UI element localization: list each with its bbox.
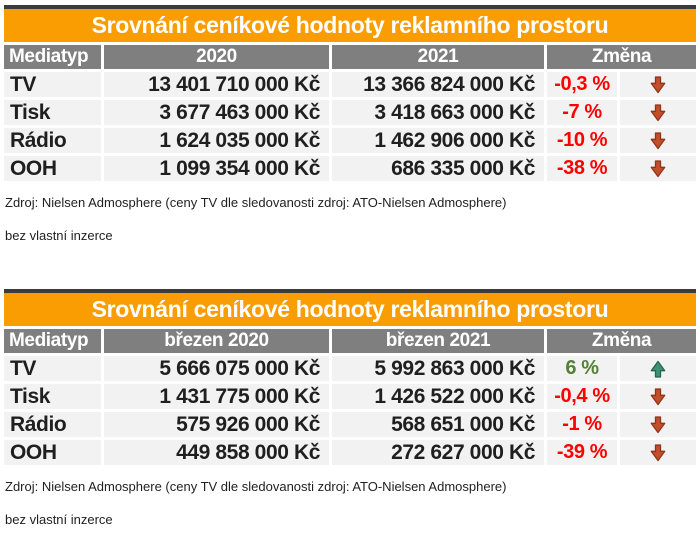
change-arrow-cell [620, 384, 696, 409]
trend-arrow-icon [650, 415, 666, 433]
trend-arrow-icon [650, 131, 666, 149]
mediatype-cell: Rádio [4, 128, 101, 153]
change-percent-cell: -0,4 % [547, 384, 617, 409]
change-percent-cell: -38 % [547, 156, 617, 181]
value-2021-cell: 686 335 000 Kč [332, 156, 544, 181]
value-brezen-2021-cell: 568 651 000 Kč [332, 412, 544, 437]
trend-arrow-icon [650, 103, 666, 121]
value-brezen-2021-cell: 272 627 000 Kč [332, 440, 544, 465]
footnote: bez vlastní inzerce [5, 512, 113, 527]
mediatype-cell: TV [4, 72, 101, 97]
trend-arrow-icon [650, 387, 666, 405]
change-arrow-cell [620, 412, 696, 437]
change-arrow-cell [620, 100, 696, 125]
table-title: Srovnání ceníkové hodnoty reklamního pro… [4, 5, 696, 42]
column-header-zmena: Změna [547, 45, 696, 69]
trend-arrow-icon [650, 360, 666, 378]
value-2020-cell: 1 624 035 000 Kč [104, 128, 329, 153]
value-2020-cell: 13 401 710 000 Kč [104, 72, 329, 97]
change-percent-cell: -10 % [547, 128, 617, 153]
column-header-2021: 2021 [332, 45, 544, 69]
column-header-2020: 2020 [104, 45, 329, 69]
mediatype-cell: TV [4, 356, 101, 381]
change-percent-cell: -7 % [547, 100, 617, 125]
mediatype-cell: Tisk [4, 384, 101, 409]
value-brezen-2020-cell: 5 666 075 000 Kč [104, 356, 329, 381]
change-arrow-cell [620, 356, 696, 381]
yearly-comparison-section: Srovnání ceníkové hodnoty reklamního pro… [4, 5, 696, 243]
mediatype-cell: OOH [4, 156, 101, 181]
change-percent-cell: -0,3 % [547, 72, 617, 97]
column-header-mediatyp: Mediatyp [4, 45, 101, 69]
mediatype-cell: Rádio [4, 412, 101, 437]
change-arrow-cell [620, 72, 696, 97]
column-header-mediatyp: Mediatyp [4, 329, 101, 353]
trend-arrow-icon [650, 159, 666, 177]
change-percent-cell: 6 % [547, 356, 617, 381]
footnote: bez vlastní inzerce [5, 228, 113, 243]
value-2020-cell: 1 099 354 000 Kč [104, 156, 329, 181]
column-header-brezen-2021: březen 2021 [332, 329, 544, 353]
change-percent-cell: -39 % [547, 440, 617, 465]
value-brezen-2021-cell: 1 426 522 000 Kč [332, 384, 544, 409]
value-brezen-2021-cell: 5 992 863 000 Kč [332, 356, 544, 381]
change-arrow-cell [620, 440, 696, 465]
value-2021-cell: 3 418 663 000 Kč [332, 100, 544, 125]
value-2020-cell: 3 677 463 000 Kč [104, 100, 329, 125]
change-arrow-cell [620, 128, 696, 153]
value-brezen-2020-cell: 575 926 000 Kč [104, 412, 329, 437]
mediatype-cell: Tisk [4, 100, 101, 125]
march-comparison-section: Srovnání ceníkové hodnoty reklamního pro… [4, 289, 696, 527]
value-brezen-2020-cell: 449 858 000 Kč [104, 440, 329, 465]
trend-arrow-icon [650, 443, 666, 461]
comparison-table: Mediatyp 2020 2021 Změna TV 13 401 710 0… [4, 45, 696, 181]
table-title: Srovnání ceníkové hodnoty reklamního pro… [4, 289, 696, 326]
value-2021-cell: 1 462 906 000 Kč [332, 128, 544, 153]
trend-arrow-icon [650, 75, 666, 93]
source-note: Zdroj: Nielsen Admosphere (ceny TV dle s… [5, 195, 507, 210]
change-arrow-cell [620, 156, 696, 181]
value-2021-cell: 13 366 824 000 Kč [332, 72, 544, 97]
comparison-table: Mediatyp březen 2020 březen 2021 Změna T… [4, 329, 696, 465]
source-note: Zdroj: Nielsen Admosphere (ceny TV dle s… [5, 479, 507, 494]
change-percent-cell: -1 % [547, 412, 617, 437]
column-header-zmena: Změna [547, 329, 696, 353]
column-header-brezen-2020: březen 2020 [104, 329, 329, 353]
mediatype-cell: OOH [4, 440, 101, 465]
value-brezen-2020-cell: 1 431 775 000 Kč [104, 384, 329, 409]
